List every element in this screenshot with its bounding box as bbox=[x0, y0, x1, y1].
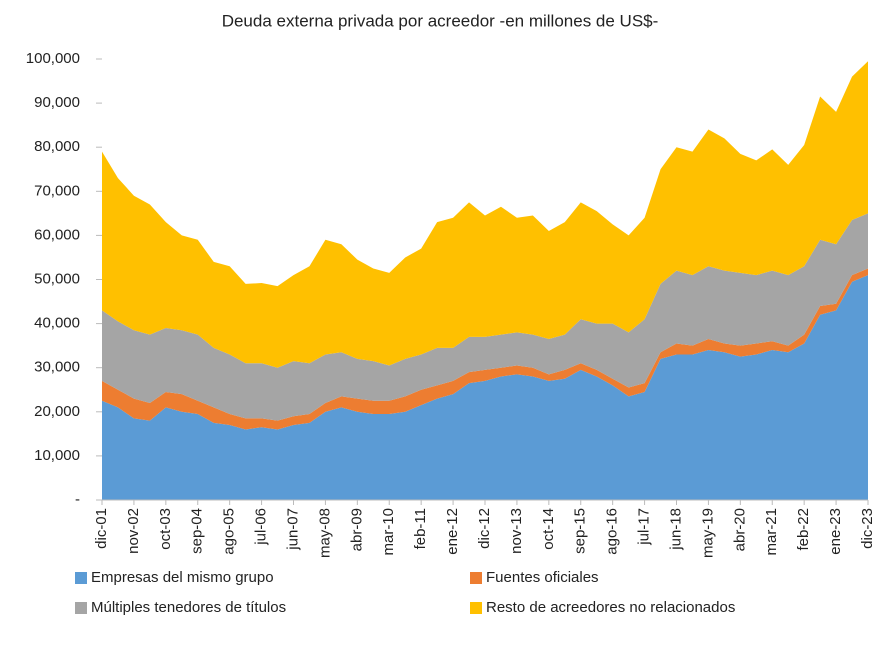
x-tick-label: jun-07 bbox=[284, 508, 301, 551]
x-tick-label: nov-02 bbox=[125, 508, 142, 554]
y-tick-label: 40,000 bbox=[34, 315, 80, 332]
y-tick-label: 80,000 bbox=[34, 138, 80, 155]
legend-label: Fuentes oficiales bbox=[486, 569, 599, 586]
y-tick-label: - bbox=[75, 491, 80, 508]
x-tick-label: sep-15 bbox=[572, 508, 589, 554]
legend-label: Empresas del mismo grupo bbox=[91, 569, 274, 586]
legend-label: Resto de acreedores no relacionados bbox=[486, 599, 735, 616]
x-tick-label: mar-10 bbox=[380, 508, 397, 556]
y-tick-label: 20,000 bbox=[34, 403, 80, 420]
y-tick-label: 50,000 bbox=[34, 270, 80, 287]
area bbox=[102, 213, 868, 421]
legend-swatch bbox=[470, 602, 482, 614]
chart-title: Deuda externa privada por acreedor -en m… bbox=[222, 11, 659, 30]
y-tick-label: 10,000 bbox=[34, 447, 80, 464]
x-tick-label: jul-06 bbox=[253, 508, 270, 546]
y-tick-label: 70,000 bbox=[34, 182, 80, 199]
x-tick-label: feb-11 bbox=[412, 508, 429, 549]
x-tick-label: mar-21 bbox=[763, 508, 780, 556]
x-tick-label: oct-14 bbox=[540, 508, 557, 550]
x-tick-label: may-19 bbox=[699, 508, 716, 558]
x-tick-label: may-08 bbox=[316, 508, 333, 558]
x-tick-label: abr-20 bbox=[731, 508, 748, 551]
legend-swatch bbox=[75, 602, 87, 614]
legend-swatch bbox=[470, 572, 482, 584]
legend-swatch bbox=[75, 572, 87, 584]
x-tick-label: jul-17 bbox=[636, 508, 653, 546]
x-tick-label: dic-12 bbox=[476, 508, 493, 549]
x-tick-label: jun-18 bbox=[667, 508, 684, 551]
legend-label: Múltiples tenedores de títulos bbox=[91, 599, 286, 616]
x-tick-label: ene-12 bbox=[444, 508, 461, 555]
x-tick-label: ago-16 bbox=[604, 508, 621, 555]
x-tick-label: dic-01 bbox=[93, 508, 110, 549]
x-tick-label: oct-03 bbox=[157, 508, 174, 550]
x-tick-label: nov-13 bbox=[508, 508, 525, 554]
x-tick-label: dic-23 bbox=[859, 508, 876, 549]
y-tick-label: 100,000 bbox=[26, 50, 80, 67]
x-tick-label: ene-23 bbox=[827, 508, 844, 555]
y-tick-label: 60,000 bbox=[34, 226, 80, 243]
x-tick-label: abr-09 bbox=[348, 508, 365, 551]
area bbox=[102, 61, 868, 368]
area bbox=[102, 268, 868, 430]
y-tick-label: 30,000 bbox=[34, 359, 80, 376]
x-tick-label: feb-22 bbox=[795, 508, 812, 551]
y-tick-label: 90,000 bbox=[34, 94, 80, 111]
x-tick-label: ago-05 bbox=[221, 508, 238, 555]
x-tick-label: sep-04 bbox=[189, 508, 206, 554]
area bbox=[102, 275, 868, 500]
